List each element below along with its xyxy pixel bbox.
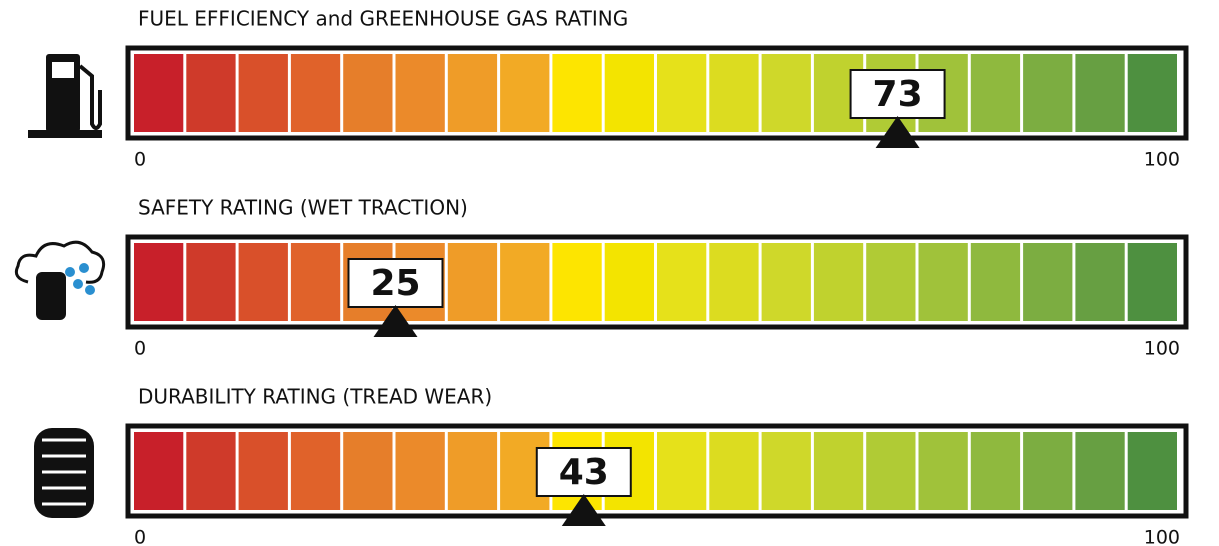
gauge-title: DURABILITY RATING (TREAD WEAR)	[138, 385, 492, 409]
pump-icon	[28, 54, 102, 138]
gauge-segment	[552, 243, 602, 321]
gauge-segment	[866, 243, 916, 321]
gauge-segment	[290, 432, 341, 510]
gauge-segment	[1075, 432, 1125, 510]
gauge-segment	[186, 54, 236, 132]
gauge-segment	[1127, 432, 1177, 510]
gauge-segment	[134, 54, 184, 132]
gauge-segment	[447, 243, 498, 321]
gauge-segment	[1023, 243, 1073, 321]
gauge-segment	[970, 243, 1021, 321]
gauge-segment	[134, 432, 184, 510]
gauge-segment	[238, 432, 288, 510]
tick-label: 0	[134, 149, 146, 171]
gauge-segment	[290, 243, 341, 321]
gauge-segment	[709, 243, 759, 321]
gauge-segment	[657, 243, 707, 321]
gauge-title: SAFETY RATING (WET TRACTION)	[138, 196, 468, 220]
gauge-segment	[657, 54, 707, 132]
gauge-segment	[657, 432, 707, 510]
gauge-segment	[447, 54, 498, 132]
gauge-segment	[604, 243, 654, 321]
gauge-segment	[186, 432, 236, 510]
gauge-segment	[970, 54, 1021, 132]
gauge-segment	[918, 432, 968, 510]
gauge-segment	[1127, 243, 1177, 321]
gauge-segment	[604, 54, 654, 132]
gauge-segment	[395, 54, 445, 132]
gauge-segment	[238, 54, 288, 132]
gauge-segment	[709, 54, 759, 132]
gauge-segment	[552, 54, 602, 132]
gauge-segment	[134, 243, 184, 321]
gauge-segment	[761, 432, 811, 510]
gauge-segment	[1127, 54, 1177, 132]
gauge-segment	[500, 54, 550, 132]
value-box	[535, 447, 632, 497]
value-pointer	[561, 494, 606, 526]
value-pointer	[875, 116, 920, 148]
tire-icon	[34, 428, 94, 518]
gauge-segment	[866, 432, 916, 510]
value-box	[849, 69, 946, 119]
gauge-segment	[343, 432, 393, 510]
gauge-segment	[813, 243, 864, 321]
gauge-segment	[186, 243, 236, 321]
tick-label: 0	[134, 527, 146, 546]
gauge-segment	[761, 243, 811, 321]
gauge-segment	[1023, 432, 1073, 510]
wet-icon	[14, 240, 106, 320]
tick-label: 100	[1144, 149, 1180, 171]
gauge-segment	[1075, 54, 1125, 132]
tick-label: 100	[1144, 527, 1180, 546]
tick-label: 0	[134, 338, 146, 360]
gauge-title: FUEL EFFICIENCY and GREENHOUSE GAS RATIN…	[138, 7, 628, 31]
value-label: 25	[370, 263, 420, 304]
gauge-segment	[238, 243, 288, 321]
gauge-segment	[970, 432, 1021, 510]
gauge-segment	[1075, 243, 1125, 321]
gauge-segment	[1023, 54, 1073, 132]
gauge-segment	[709, 432, 759, 510]
gauge-segment	[918, 243, 968, 321]
gauge-segment	[447, 432, 498, 510]
gauge-segment	[500, 243, 550, 321]
value-label: 43	[559, 452, 609, 493]
value-label: 73	[873, 74, 923, 115]
gauge-segment	[343, 54, 393, 132]
gauge-segment	[813, 432, 864, 510]
gauge-segment	[761, 54, 811, 132]
tick-label: 100	[1144, 338, 1180, 360]
gauge-segment	[395, 432, 445, 510]
value-pointer	[373, 305, 418, 337]
gauge-segment	[290, 54, 341, 132]
